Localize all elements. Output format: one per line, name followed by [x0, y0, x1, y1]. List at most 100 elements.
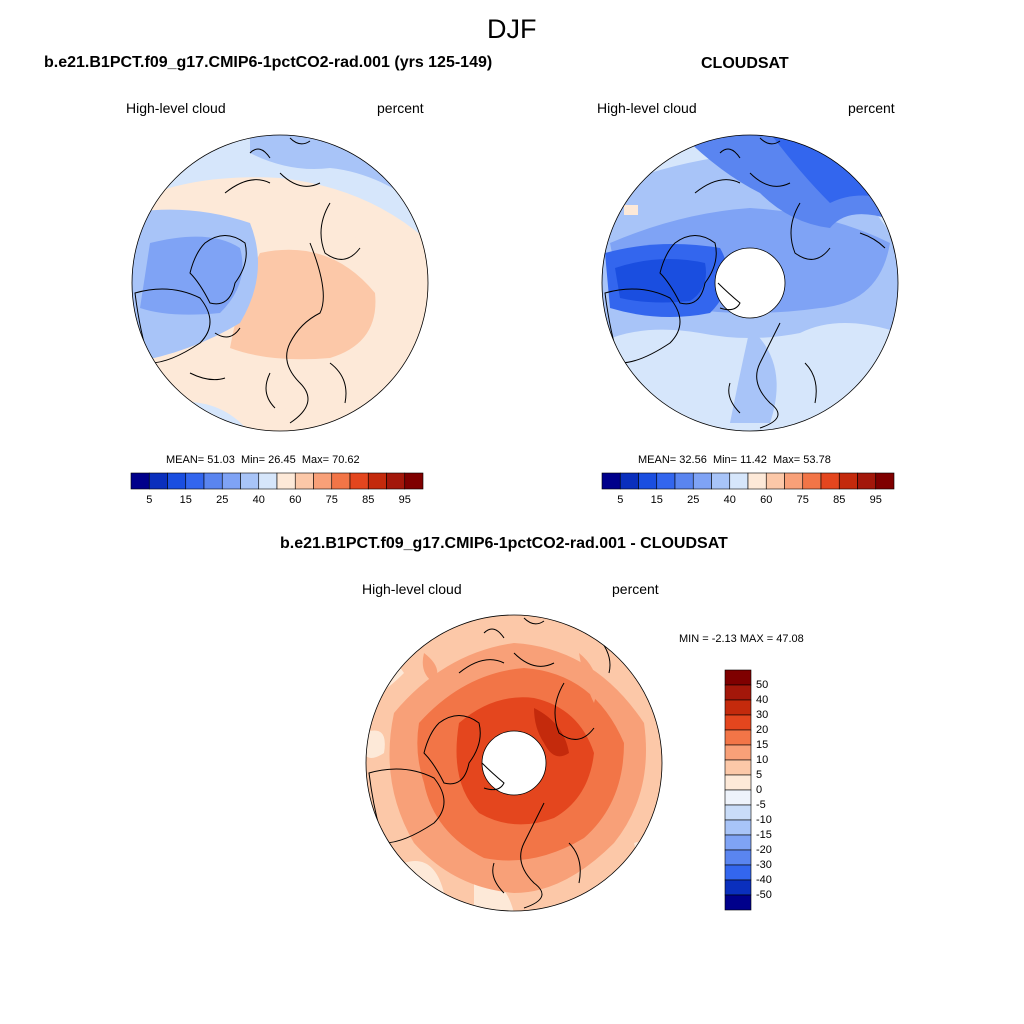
- figure-title: DJF: [487, 14, 537, 44]
- panel3-variable-label: High-level cloud: [362, 581, 462, 597]
- colorbar-tick-label: 60: [760, 494, 773, 506]
- colorbar-tick-label: -50: [756, 889, 772, 901]
- colorbar-swatch: [404, 472, 424, 490]
- colorbar-swatch: [747, 472, 767, 490]
- panel2-max-label: Max=: [773, 454, 801, 466]
- colorbar-swatch: [386, 472, 406, 490]
- colorbar-tick-label: 20: [756, 724, 769, 736]
- colorbar-swatch: [258, 472, 278, 490]
- colorbar-tick-label: 85: [362, 494, 375, 506]
- colorbar-swatch: [240, 472, 260, 490]
- colorbar-tick-label: 25: [216, 494, 229, 506]
- colorbar-swatch: [724, 849, 752, 866]
- colorbar-swatch: [692, 472, 712, 490]
- colorbar-swatch: [802, 472, 822, 490]
- colorbar-tick-label: 40: [756, 694, 769, 706]
- colorbar-swatch: [820, 472, 840, 490]
- panel1-title: b.e21.B1PCT.f09_g17.CMIP6-1pctCO2-rad.00…: [44, 54, 493, 71]
- colorbar-swatch: [724, 684, 752, 701]
- panel2-mean-label: MEAN=: [638, 454, 677, 466]
- colorbar-swatch: [221, 472, 241, 490]
- colorbar-swatch: [857, 472, 877, 490]
- colorbar-swatch: [724, 879, 752, 896]
- colorbar-swatch: [724, 834, 752, 851]
- colorbar-swatch: [313, 472, 333, 490]
- panel1-min-value: 26.45: [268, 454, 296, 466]
- colorbar-tick-label: 85: [833, 494, 846, 506]
- panel2-units-label: percent: [848, 100, 895, 116]
- colorbar-tick-label: 15: [650, 494, 663, 506]
- panel1-mean-value: 51.03: [207, 454, 235, 466]
- colorbar-tick-label: -30: [756, 859, 772, 871]
- colorbar-swatch: [724, 894, 752, 911]
- panel1-min-label: Min=: [240, 454, 266, 466]
- panel3-max-value: 47.08: [776, 633, 804, 645]
- panel3-stats: MIN = -2.13 MAX = 47.08: [679, 633, 804, 645]
- colorbar-swatch: [724, 864, 752, 881]
- colorbar-tick-label: 15: [756, 739, 769, 751]
- colorbar-swatch: [601, 472, 621, 490]
- colorbar-tick-label: 30: [756, 709, 769, 721]
- panel1-max-value: 70.62: [332, 454, 360, 466]
- panel3-min-label: MIN =: [679, 633, 709, 645]
- colorbar-swatch: [185, 472, 205, 490]
- colorbar-swatch: [724, 819, 752, 836]
- panel1-stats: MEAN= 51.03 Min= 26.45 Max= 70.62: [166, 454, 360, 466]
- colorbar-swatch: [724, 714, 752, 731]
- colorbar-tick-label: -10: [756, 814, 772, 826]
- colorbar-swatch: [711, 472, 731, 490]
- colorbar-swatch: [367, 472, 387, 490]
- panel2-mean-value: 32.56: [679, 454, 707, 466]
- colorbar-tick-label: 40: [252, 494, 265, 506]
- panel1-mean-label: MEAN=: [166, 454, 205, 466]
- panel3-min-value: -2.13: [711, 633, 737, 645]
- colorbar-tick-label: 40: [723, 494, 736, 506]
- panel1-variable-label: High-level cloud: [126, 100, 226, 116]
- panel2-min-label: Min=: [712, 454, 738, 466]
- panel2-max-value: 53.78: [803, 454, 831, 466]
- colorbar-swatch: [724, 744, 752, 761]
- colorbar-swatch: [838, 472, 858, 490]
- colorbar-swatch: [203, 472, 223, 490]
- colorbar-swatch: [729, 472, 749, 490]
- colorbar-swatch: [724, 759, 752, 776]
- colorbar-tick-label: 95: [398, 494, 411, 506]
- colorbar-swatch: [724, 699, 752, 716]
- colorbar-swatch: [148, 472, 168, 490]
- colorbar-swatch: [875, 472, 895, 490]
- panel2-title: CLOUDSAT: [701, 55, 789, 72]
- colorbar-tick-label: -20: [756, 844, 772, 856]
- colorbar-swatch: [724, 804, 752, 821]
- panel2-variable-label: High-level cloud: [597, 100, 697, 116]
- colorbar-tick-label: 5: [756, 769, 763, 781]
- colorbar-swatch: [638, 472, 658, 490]
- panel2-min-value: 11.42: [740, 454, 767, 466]
- panel3-units-label: percent: [612, 581, 659, 597]
- colorbar-tick-label: 95: [869, 494, 882, 506]
- colorbar-tick-label: 75: [325, 494, 338, 506]
- colorbar-tick-label: 25: [687, 494, 700, 506]
- colorbar-swatch: [656, 472, 676, 490]
- panel2-colorbar: [601, 472, 895, 490]
- colorbar-swatch: [724, 669, 752, 686]
- colorbar-tick-label: -5: [756, 799, 766, 811]
- panel1-max-label: Max=: [301, 454, 330, 466]
- panel1-colorbar: [130, 472, 424, 490]
- colorbar-swatch: [724, 789, 752, 806]
- panel1-colorbar-ticks: 5 15 25 40 60 75 85 95: [131, 494, 423, 508]
- colorbar-tick-label: 0: [756, 784, 763, 796]
- colorbar-swatch: [619, 472, 639, 490]
- colorbar-tick-label: 5: [146, 494, 153, 506]
- panel2-colorbar-ticks: 5 15 25 40 60 75 85 95: [602, 494, 894, 508]
- colorbar-tick-label: 75: [796, 494, 809, 506]
- colorbar-tick-label: 60: [289, 494, 302, 506]
- colorbar-swatch: [294, 472, 314, 490]
- panel3-colorbar: [724, 669, 752, 911]
- colorbar-swatch: [784, 472, 804, 490]
- panel2-stats: MEAN= 32.56 Min= 11.42 Max= 53.78: [638, 454, 831, 466]
- colorbar-tick-label: 10: [756, 754, 769, 766]
- colorbar-swatch: [276, 472, 296, 490]
- colorbar-swatch: [331, 472, 351, 490]
- panel3-title: b.e21.B1PCT.f09_g17.CMIP6-1pctCO2-rad.00…: [280, 535, 728, 552]
- colorbar-swatch: [724, 729, 752, 746]
